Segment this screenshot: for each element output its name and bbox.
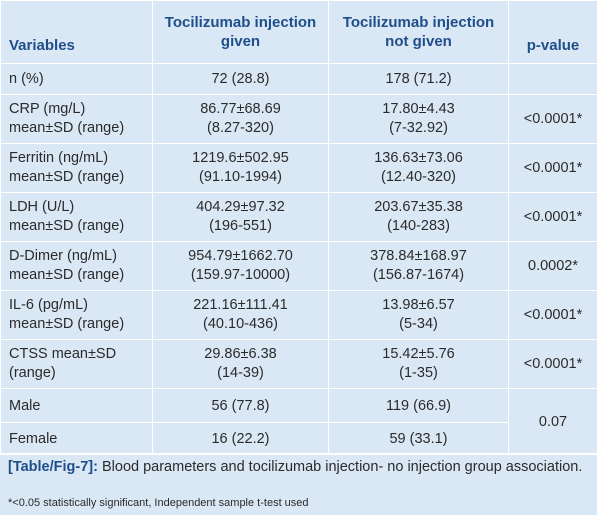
given-value: 29.86±6.38(14-39) [153, 340, 329, 389]
given-value: 221.16±111.41(40.10-436) [153, 291, 329, 340]
table-row: IL-6 (pg/mL)mean±SD (range) 221.16±111.4… [1, 291, 597, 340]
given-value: 404.29±97.32(196-551) [153, 193, 329, 242]
p-value: <0.0001* [509, 340, 597, 389]
p-value [509, 64, 597, 95]
not-given-value: 59 (33.1) [329, 423, 509, 456]
table-row: n (%) 72 (28.8) 178 (71.2) [1, 64, 597, 95]
header-not-given: Tocilizumab injection not given [329, 1, 509, 64]
caption-footnote: *<0.05 statistically significant, Indepe… [8, 497, 588, 510]
not-given-value: 203.67±35.38(140-283) [329, 193, 509, 242]
row-label: D-Dimer (ng/mL)mean±SD (range) [1, 242, 153, 291]
p-value: <0.0001* [509, 291, 597, 340]
row-label: CRP (mg/L)mean±SD (range) [1, 95, 153, 144]
p-value: <0.0001* [509, 144, 597, 193]
not-given-value: 136.63±73.06(12.40-320) [329, 144, 509, 193]
row-label: LDH (U/L)mean±SD (range) [1, 193, 153, 242]
given-value: 16 (22.2) [153, 423, 329, 456]
row-label: Male [1, 389, 153, 423]
row-label: IL-6 (pg/mL)mean±SD (range) [1, 291, 153, 340]
given-value: 86.77±68.69(8.27-320) [153, 95, 329, 144]
p-value: 0.0002* [509, 242, 597, 291]
table-row: CRP (mg/L)mean±SD (range) 86.77±68.69(8.… [1, 95, 597, 144]
header-given: Tocilizumab injection given [153, 1, 329, 64]
row-label: n (%) [1, 64, 153, 95]
not-given-value: 13.98±6.57(5-34) [329, 291, 509, 340]
not-given-value: 15.42±5.76(1-35) [329, 340, 509, 389]
given-value: 1219.6±502.95(91.10-1994) [153, 144, 329, 193]
caption-description: Blood parameters and tocilizumab injecti… [98, 459, 582, 475]
table-row: LDH (U/L)mean±SD (range) 404.29±97.32(19… [1, 193, 597, 242]
given-value: 954.79±1662.70(159.97-10000) [153, 242, 329, 291]
not-given-value: 119 (66.9) [329, 389, 509, 423]
caption-text: [Table/Fig-7]: Blood parameters and toci… [8, 458, 588, 476]
given-value: 72 (28.8) [153, 64, 329, 95]
data-table: Variables Tocilizumab injection given To… [0, 0, 597, 456]
header-variables: Variables [1, 1, 153, 64]
table-row: Male 56 (77.8) 119 (66.9) 0.07 [1, 389, 597, 423]
row-label: Ferritin (ng/mL)mean±SD (range) [1, 144, 153, 193]
p-value: <0.0001* [509, 193, 597, 242]
caption-tag: [Table/Fig-7]: [8, 459, 98, 475]
row-label: Female [1, 423, 153, 456]
p-value: <0.0001* [509, 95, 597, 144]
header-pvalue: p-value [509, 1, 597, 64]
p-value: 0.07 [509, 389, 597, 456]
not-given-value: 17.80±4.43(7-32.92) [329, 95, 509, 144]
table-row: Female 16 (22.2) 59 (33.1) [1, 423, 597, 456]
not-given-value: 178 (71.2) [329, 64, 509, 95]
given-value: 56 (77.8) [153, 389, 329, 423]
table-row: Ferritin (ng/mL)mean±SD (range) 1219.6±5… [1, 144, 597, 193]
table-row: CTSS mean±SD(range) 29.86±6.38(14-39) 15… [1, 340, 597, 389]
header-row: Variables Tocilizumab injection given To… [1, 1, 597, 64]
row-label: CTSS mean±SD(range) [1, 340, 153, 389]
table-row: D-Dimer (ng/mL)mean±SD (range) 954.79±16… [1, 242, 597, 291]
table-caption: [Table/Fig-7]: Blood parameters and toci… [0, 453, 597, 515]
not-given-value: 378.84±168.97(156.87-1674) [329, 242, 509, 291]
